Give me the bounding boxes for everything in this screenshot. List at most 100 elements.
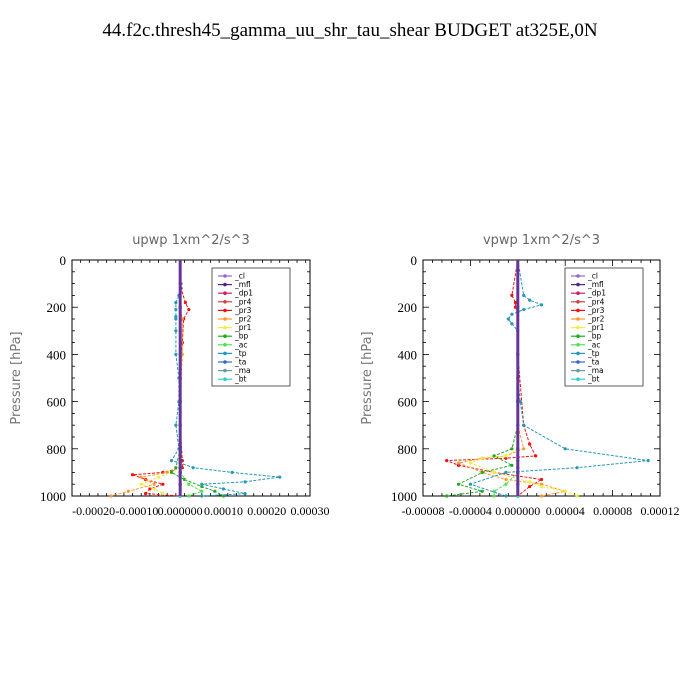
- y-tick-label: 1000: [391, 489, 417, 504]
- series-group: [445, 260, 650, 498]
- data-point: [522, 447, 526, 451]
- legend-label: _ta: [587, 358, 599, 367]
- data-point: [191, 466, 195, 470]
- legend-label: _ac: [587, 340, 600, 349]
- data-point: [187, 494, 191, 498]
- data-point: [161, 492, 165, 496]
- legend-label: _bt: [587, 375, 600, 384]
- x-tick-label: 0.000000: [158, 504, 203, 518]
- data-point: [169, 470, 174, 474]
- series-line-ac: [493, 260, 519, 496]
- data-point: [513, 305, 518, 309]
- data-point: [221, 487, 226, 491]
- legend-label: _ma: [234, 366, 251, 375]
- legend-label: _ma: [587, 366, 604, 375]
- legend-marker: [223, 282, 227, 287]
- data-point: [506, 317, 510, 321]
- data-point: [480, 489, 484, 493]
- data-point: [533, 454, 538, 458]
- y-tick-label: 600: [47, 395, 67, 410]
- data-point: [522, 307, 526, 312]
- legend-label: _dp1: [234, 289, 253, 298]
- data-point: [510, 463, 514, 467]
- data-point: [504, 470, 508, 474]
- x-tick-label: 0.00012: [641, 504, 680, 518]
- y-axis-label: Pressure [hPa]: [360, 331, 375, 424]
- y-tick-label: 400: [47, 347, 67, 362]
- legend-marker: [223, 325, 227, 330]
- data-point: [445, 494, 449, 498]
- data-point: [169, 459, 174, 463]
- y-axis-label: Pressure [hPa]: [9, 331, 24, 424]
- data-point: [230, 470, 234, 474]
- data-point: [152, 482, 156, 486]
- legend-label: _pr3: [234, 306, 252, 315]
- data-point: [510, 447, 514, 451]
- legend: _cl_mfl_dp1_pr4_pr3_pr2_pr1_bp_ac_tp_ta_…: [211, 267, 291, 387]
- legend-label: _cl: [587, 272, 598, 281]
- data-point: [539, 303, 544, 307]
- x-tick-label: -0.00020: [72, 504, 115, 518]
- data-point: [187, 482, 191, 486]
- legend-label: _tp: [587, 349, 600, 358]
- legend-marker: [576, 282, 580, 287]
- data-point: [504, 494, 508, 498]
- legend-marker: [576, 274, 580, 278]
- legend-label: _dp1: [587, 289, 606, 298]
- data-point: [183, 300, 187, 305]
- data-point: [243, 492, 247, 496]
- data-point: [456, 463, 461, 467]
- legend-label: _pr2: [587, 315, 605, 324]
- data-point: [200, 489, 204, 493]
- legend-label: _pr2: [234, 315, 252, 324]
- data-point: [504, 477, 508, 482]
- plot-title: upwp 1xm^2/s^3: [132, 233, 250, 248]
- data-point: [174, 315, 178, 319]
- y-tick-label: 800: [47, 442, 67, 457]
- x-tick-label: 0.00008: [593, 504, 632, 518]
- y-tick-label: 800: [398, 442, 418, 457]
- data-point: [174, 329, 178, 333]
- data-point: [539, 494, 544, 498]
- data-point: [200, 484, 204, 489]
- legend-marker: [223, 360, 227, 364]
- legend-marker: [223, 368, 227, 373]
- legend-label: _cl: [234, 272, 245, 281]
- data-point: [563, 489, 567, 493]
- data-point: [139, 482, 143, 486]
- legend-label: _mfl: [587, 280, 604, 289]
- data-point: [539, 477, 544, 482]
- legend-marker: [576, 343, 580, 347]
- chart-panel-2: vpwp 1xm^2/s^3 Pressure [hPa] 0 200 400 600 80…: [360, 233, 680, 518]
- data-point: [528, 298, 532, 302]
- legend-label: _ac: [234, 340, 247, 349]
- data-point: [539, 484, 544, 489]
- data-point: [492, 470, 496, 474]
- x-tick-label: 0.00004: [546, 504, 585, 518]
- x-tick-label: -0.00010: [115, 504, 158, 518]
- data-point: [187, 307, 191, 312]
- legend-marker: [576, 291, 580, 296]
- data-point: [182, 477, 187, 482]
- data-point: [522, 423, 526, 427]
- legend-marker: [223, 334, 227, 339]
- x-tick-label: 0.00020: [247, 504, 286, 518]
- data-point: [243, 480, 247, 484]
- legend-label: _pr1: [587, 323, 605, 332]
- legend-label: _pr1: [234, 323, 252, 332]
- legend-marker: [223, 300, 227, 304]
- data-point: [161, 482, 165, 486]
- legend-label: _pr3: [587, 306, 605, 315]
- data-point: [174, 466, 178, 470]
- legend-marker: [223, 377, 227, 382]
- data-point: [563, 447, 567, 451]
- data-point: [522, 293, 526, 297]
- data-point: [174, 352, 178, 356]
- legend-marker: [576, 351, 580, 356]
- y-tick-label: 200: [47, 300, 67, 315]
- data-point: [539, 482, 544, 486]
- data-point: [126, 489, 130, 493]
- data-point: [174, 300, 178, 305]
- legend-marker: [223, 317, 227, 321]
